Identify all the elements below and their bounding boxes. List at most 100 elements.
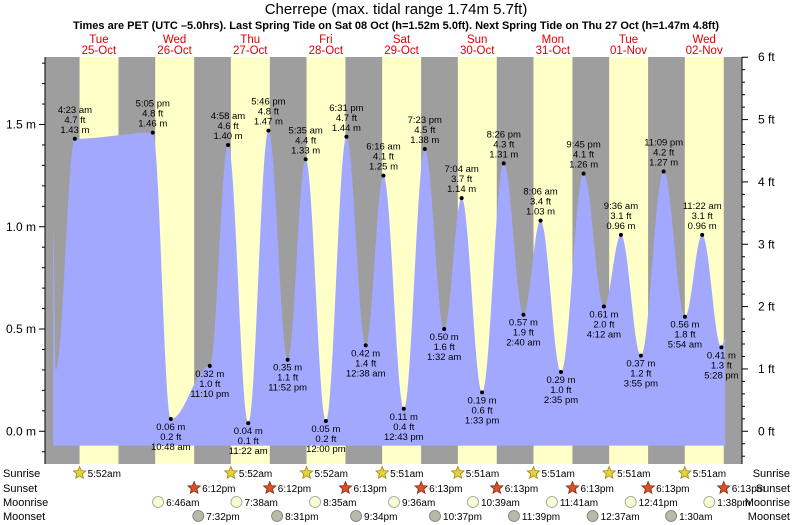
sunrise-time: 5:51am bbox=[541, 469, 574, 480]
sunset-time: 6:13pm bbox=[353, 484, 386, 495]
day-weekday-label: Mon bbox=[542, 34, 564, 46]
tide-extreme-point bbox=[581, 171, 586, 176]
tide-time-label: 7:04 am bbox=[444, 164, 478, 175]
moonset-time: 8:31pm bbox=[285, 512, 318, 523]
tide-meters-label: 5:54 am bbox=[668, 340, 702, 351]
tide-time-label: 6:31 pm bbox=[329, 103, 363, 114]
tide-meters-label: 1.38 m bbox=[410, 135, 439, 146]
tide-feet-label: 1.0 ft bbox=[550, 385, 571, 396]
tide-feet-label: 4.6 ft bbox=[217, 121, 238, 132]
tide-feet-label: 0.2 ft bbox=[315, 434, 336, 445]
tide-time-label: 8:06 am bbox=[523, 187, 557, 198]
sunrise-time: 5:52am bbox=[315, 469, 348, 480]
tide-area bbox=[53, 130, 726, 446]
moonrise-icon bbox=[467, 496, 479, 508]
sunset-icon bbox=[186, 480, 202, 495]
day-date-label: 31-Oct bbox=[536, 45, 571, 57]
tide-meters-label: 10:48 am bbox=[151, 442, 191, 453]
tide-meters-label: 1:32 am bbox=[427, 352, 461, 363]
moonrise-icon bbox=[230, 496, 243, 508]
tide-time-label: 0.29 m bbox=[546, 375, 575, 386]
tide-feet-label: 1.6 ft bbox=[434, 342, 455, 353]
sunset-time: 6:13pm bbox=[505, 484, 538, 495]
tide-time-label: 0.61 m bbox=[589, 310, 618, 321]
sunrise-icon bbox=[299, 465, 314, 480]
day-date-label: 30-Oct bbox=[460, 45, 495, 57]
tide-extreme-point bbox=[661, 169, 666, 174]
sunset-time: 6:13pm bbox=[656, 484, 689, 495]
tide-meters-label: 1.03 m bbox=[526, 207, 555, 218]
day-date-label: 01-Nov bbox=[610, 45, 647, 57]
tide-meters-label: 5:28 pm bbox=[704, 370, 738, 381]
moonset-icon bbox=[271, 510, 283, 522]
tide-extreme-point bbox=[363, 343, 368, 348]
moonrise-time: 11:41am bbox=[560, 498, 598, 509]
tide-extreme-point bbox=[700, 232, 705, 237]
tide-meters-label: 1.47 m bbox=[254, 117, 283, 128]
tide-extreme-point bbox=[501, 161, 506, 166]
tide-time-label: 0.32 m bbox=[195, 369, 224, 380]
tide-feet-label: 4.1 ft bbox=[373, 152, 394, 163]
day-date-label: 02-Nov bbox=[686, 45, 723, 57]
tide-curve bbox=[53, 130, 726, 446]
day-date-label: 26-Oct bbox=[157, 45, 192, 57]
sunset-time: 6:12pm bbox=[202, 484, 235, 495]
moonrise-time: 6:46am bbox=[166, 498, 199, 509]
sunset-time: 6:12pm bbox=[278, 484, 311, 495]
tide-meters-label: 1.46 m bbox=[138, 119, 167, 130]
tide-time-label: 0.56 m bbox=[670, 320, 699, 331]
tide-time-label: 0.50 m bbox=[430, 332, 459, 343]
row-label-right-moonrise: Moonrise bbox=[745, 497, 790, 509]
tide-feet-label: 3.7 ft bbox=[451, 174, 472, 185]
tide-extreme-point bbox=[442, 327, 447, 332]
sunrise-icon bbox=[601, 465, 617, 480]
tide-extreme-point bbox=[618, 232, 623, 237]
row-label-right-sunset: Sunset bbox=[756, 483, 790, 495]
tide-extreme-point bbox=[601, 304, 606, 309]
left-tick-label: 1.0 m bbox=[6, 220, 36, 234]
day-weekday-label: Tue bbox=[619, 34, 638, 46]
moonrise-icon bbox=[388, 496, 400, 508]
tide-feet-label: 4.5 ft bbox=[414, 125, 435, 136]
tide-time-label: 9:45 pm bbox=[566, 140, 600, 151]
tide-feet-label: 1.2 ft bbox=[630, 369, 651, 380]
tide-meters-label: 0.96 m bbox=[688, 221, 717, 232]
tide-time-label: 4:23 am bbox=[58, 105, 92, 116]
tide-feet-label: 4.8 ft bbox=[142, 109, 163, 120]
tide-extreme-point bbox=[72, 136, 77, 141]
moonset-icon bbox=[350, 510, 362, 522]
tide-extreme-point bbox=[303, 157, 308, 162]
moonrise-time: 7:38am bbox=[244, 498, 277, 509]
day-weekday-label: Wed bbox=[692, 34, 715, 46]
sunrise-time: 5:52am bbox=[88, 469, 121, 480]
moonrise-icon bbox=[703, 496, 716, 508]
tide-extreme-point bbox=[638, 353, 643, 358]
tide-time-label: 0.11 m bbox=[390, 412, 418, 423]
right-tick-label: 4 ft bbox=[758, 175, 775, 189]
tide-meters-label: 2:35 pm bbox=[544, 395, 578, 406]
sunrise-time: 5:51am bbox=[466, 469, 499, 480]
moonrise-icon bbox=[624, 496, 637, 508]
chart-title: Cherrepe (max. tidal range 1.74m 5.7ft) bbox=[265, 1, 528, 18]
moonrise-icon bbox=[545, 496, 558, 508]
row-label-left-sunrise: Sunrise bbox=[3, 468, 40, 480]
day-date-label: 29-Oct bbox=[384, 45, 419, 57]
tide-meters-label: 2:40 am bbox=[506, 338, 540, 349]
moonset-icon bbox=[429, 510, 441, 522]
tide-extreme-point bbox=[207, 363, 212, 368]
sunrise-icon bbox=[677, 465, 692, 480]
tide-feet-label: 4.1 ft bbox=[573, 150, 594, 161]
tide-time-label: 8:26 pm bbox=[487, 129, 521, 140]
tide-meters-label: 1.44 m bbox=[332, 123, 361, 134]
tide-meters-label: 1.31 m bbox=[489, 149, 518, 160]
sunset-icon bbox=[565, 480, 580, 495]
tide-time-label: 0.42 m bbox=[351, 348, 380, 359]
tide-feet-label: 3.1 ft bbox=[610, 211, 631, 222]
tide-feet-label: 1.9 ft bbox=[513, 328, 534, 339]
sunset-icon bbox=[262, 480, 277, 495]
tide-meters-label: 1:33 pm bbox=[465, 415, 499, 426]
sunset-icon bbox=[338, 480, 353, 495]
tide-feet-label: 4.4 ft bbox=[295, 135, 316, 146]
tide-extreme-point bbox=[344, 134, 349, 139]
